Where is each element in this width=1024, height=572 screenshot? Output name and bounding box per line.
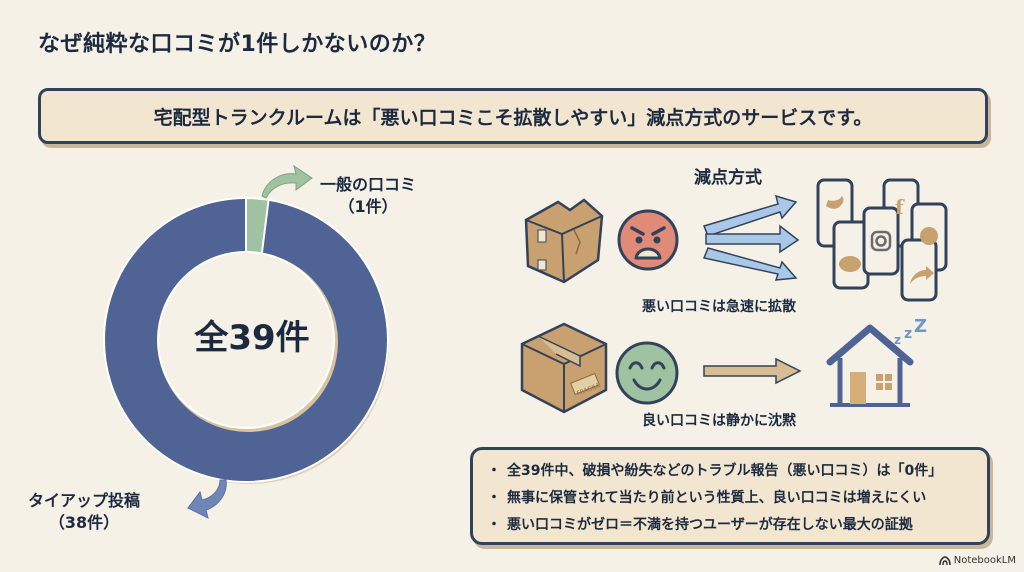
tieup-label: タイアップ投稿 （38件） xyxy=(28,490,140,534)
svg-text:f: f xyxy=(895,195,905,219)
banner-text: 宅配型トランクルームは「悪い口コミこそ拡散しやすい」減点方式のサービスです。 xyxy=(153,106,873,129)
donut-chart xyxy=(103,164,389,519)
twitter-icon xyxy=(826,196,844,209)
key-point: ・全39件中、破損や紛失などのトラブル報告（悪い口コミ）は「0件」 xyxy=(487,463,943,479)
notebooklm-logo-icon xyxy=(938,555,951,565)
page-title: なぜ純粋な口コミが1件しかないのか？ xyxy=(38,32,437,57)
donut-center-label: 全39件 xyxy=(194,318,310,358)
headline-banner: 宅配型トランクルームは「悪い口コミこそ拡散しやすい」減点方式のサービスです。 xyxy=(38,88,988,144)
sleeping-house-icon: z z Z xyxy=(826,316,927,407)
key-points-box: ・全39件中、破損や紛失などのトラブル報告（悪い口コミ）は「0件」 ・無事に保管… xyxy=(470,447,990,545)
social-phones-icon: f xyxy=(816,178,948,302)
damaged-box-icon xyxy=(524,198,604,284)
deduction-title: 減点方式 xyxy=(694,168,762,188)
tieup-count: （38件） xyxy=(48,513,120,532)
general-review-name: 一般の口コミ xyxy=(320,175,417,194)
good-review-caption: 良い口コミは静かに沈黙 xyxy=(642,413,796,429)
smiling-face-icon xyxy=(615,341,679,405)
spread-arrows-icon xyxy=(702,194,800,281)
key-point: ・無事に保管されて当たり前という性質上、良い口コミは増えにくい xyxy=(487,490,927,506)
intact-box-icon: FRAGILE xyxy=(520,322,608,414)
quiet-arrow-icon xyxy=(703,357,802,385)
svg-text:z: z xyxy=(904,326,912,342)
key-point: ・悪い口コミがゼロ＝不満を持つユーザーが存在しない最大の証拠 xyxy=(487,517,913,533)
tieup-name: タイアップ投稿 xyxy=(28,491,141,510)
general-review-count: （1件） xyxy=(338,197,398,216)
general-review-label: 一般の口コミ （1件） xyxy=(320,174,416,218)
brand-name: NotebookLM xyxy=(953,555,1016,566)
tieup-arrow-icon xyxy=(187,479,227,519)
share-icon xyxy=(910,266,934,284)
angry-face-icon xyxy=(617,209,679,271)
svg-text:z: z xyxy=(894,333,901,347)
bad-review-caption: 悪い口コミは急速に拡散 xyxy=(642,299,796,315)
notebooklm-watermark: NotebookLM xyxy=(938,555,1016,566)
svg-text:Z: Z xyxy=(914,316,927,337)
chat-bubble-icon xyxy=(839,256,861,272)
messenger-icon xyxy=(920,227,938,245)
general-arrow-icon xyxy=(261,164,313,199)
instagram-icon xyxy=(870,230,892,252)
